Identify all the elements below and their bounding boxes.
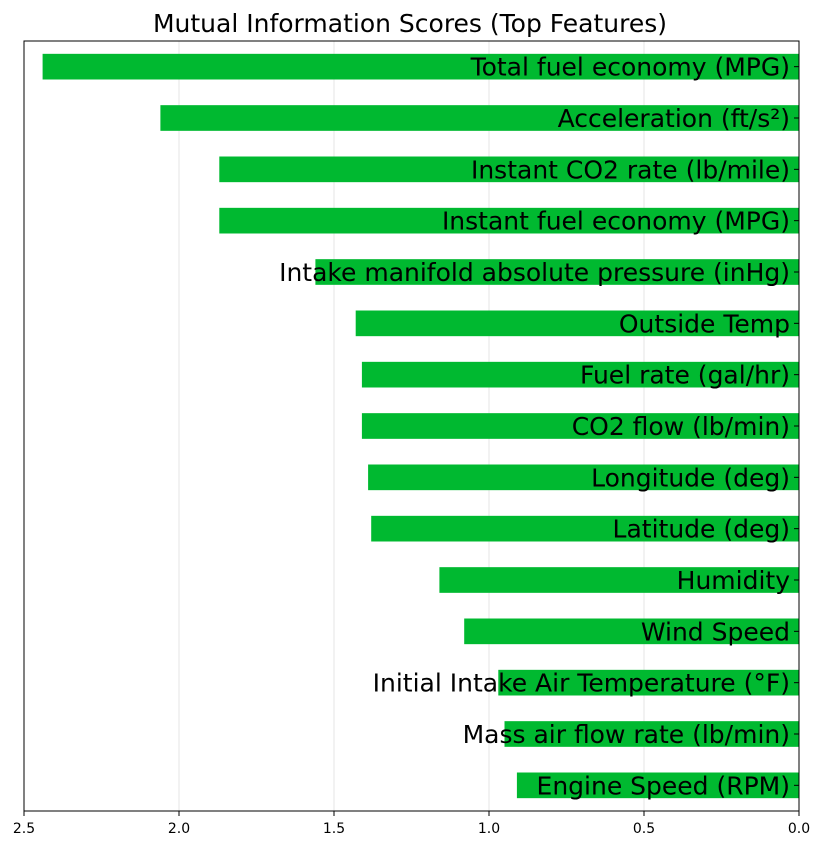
bar: [219, 207, 800, 234]
x-tick-label: 2.0: [168, 821, 190, 837]
bar: [361, 361, 799, 388]
bar: [439, 567, 799, 593]
category-label: CO2 flow (lb/min): [572, 412, 790, 441]
category-label: Initial Intake Air Temperature (°F): [373, 669, 790, 698]
x-axis-ticks: 2.5 2.0 1.5 1.0 0.5 0.0: [13, 66, 810, 837]
category-label: Instant CO2 rate (lb/mile): [471, 155, 790, 184]
category-label: Humidity: [677, 566, 791, 595]
category-label: Outside Temp: [619, 309, 790, 338]
category-label: Latitude (deg): [613, 515, 790, 544]
category-label: Acceleration (ft/s²): [558, 104, 790, 133]
bar: [361, 413, 799, 439]
bar: [355, 310, 799, 337]
category-label: Instant fuel economy (MPG): [442, 207, 790, 236]
bar: [464, 618, 799, 645]
category-label: Total fuel economy (MPG): [470, 53, 790, 82]
bar: [498, 669, 799, 696]
bar: [315, 259, 799, 285]
bar: [160, 105, 799, 131]
bar: [42, 53, 800, 80]
category-label: Mass air flow rate (lb/min): [463, 720, 790, 749]
category-label: Intake manifold absolute pressure (inHg): [279, 258, 790, 287]
category-label: Engine Speed (RPM): [537, 771, 790, 800]
bar: [516, 772, 799, 799]
bar: [219, 156, 800, 183]
x-tick-label: 2.5: [13, 821, 35, 837]
chart-title: Mutual Information Scores (Top Features): [153, 9, 667, 38]
bar: [368, 464, 799, 491]
x-tick-label: 0.5: [633, 821, 655, 837]
bars: [42, 53, 800, 799]
category-labels: Total fuel economy (MPG) Acceleration (ft…: [279, 53, 790, 801]
category-label: Longitude (deg): [591, 463, 790, 492]
bar: [504, 721, 799, 747]
x-tick-label: 0.0: [788, 821, 810, 837]
category-label: Fuel rate (gal/hr): [580, 361, 790, 390]
x-tick-label: 1.0: [478, 821, 500, 837]
category-label: Wind Speed: [641, 617, 790, 646]
x-tick-label: 1.5: [323, 821, 345, 837]
bar: [371, 515, 799, 542]
